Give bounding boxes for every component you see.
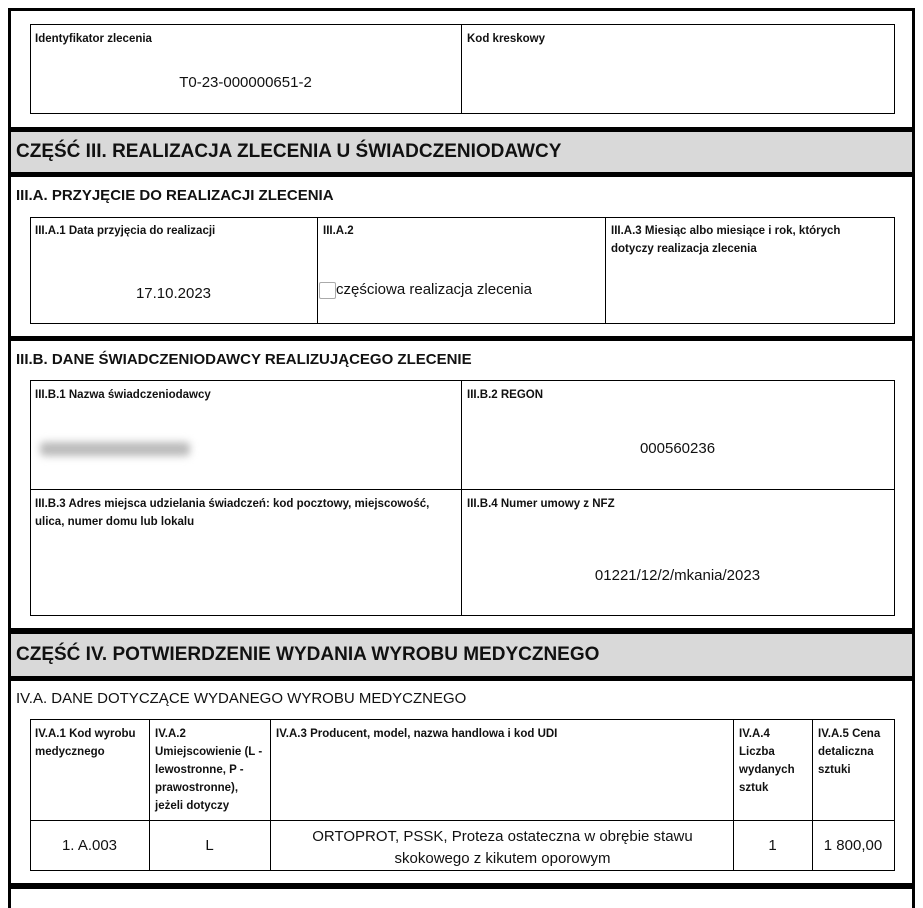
col-header-location: IV.A.2 Umiejscowienie (L - lewostronne, … (155, 728, 263, 812)
part3b-title: III.B. DANE ŚWIADCZENIODAWCY REALIZUJĄCE… (16, 351, 472, 368)
order-id-box (30, 24, 895, 114)
document-frame (8, 8, 915, 908)
a1-value: 17.10.2023 (135, 285, 212, 302)
col-header-code: IV.A.1 Kod wyrobu medycznego (35, 728, 136, 758)
part3-title: CZĘŚĆ III. REALIZACJA ZLECENIA U ŚWIADCZ… (11, 132, 912, 172)
device-table (30, 719, 895, 871)
row-quantity: 1 (768, 837, 777, 854)
part3b-table (30, 380, 895, 616)
partial-realization-label: częściowa realizacja zlecenia (336, 281, 532, 298)
barcode-label: Kod kreskowy (467, 33, 545, 45)
part4-title: CZĘŚĆ IV. POTWIERDZENIE WYDANIA WYROBU M… (11, 634, 912, 676)
a2-label: III.A.2 (323, 225, 354, 237)
part3a-table (30, 217, 895, 324)
b3-label: III.B.3 Adres miejsca udzielania świadcz… (35, 498, 430, 528)
order-id-label: Identyfikator zlecenia (35, 33, 152, 45)
col-header-quantity: IV.A.4 Liczba wydanych sztuk (739, 728, 795, 794)
partial-realization-checkbox-row[interactable]: częściowa realizacja zlecenia (319, 281, 532, 299)
part3a-title: III.A. PRZYJĘCIE DO REALIZACJI ZLECENIA (16, 187, 334, 204)
row-code: 1. A.003 (61, 837, 118, 854)
a3-label: III.A.3 Miesiąc albo miesiące i rok, któ… (611, 225, 841, 255)
col-header-price: IV.A.5 Cena detaliczna sztuki (818, 728, 881, 776)
col-header-producer: IV.A.3 Producent, model, nazwa handlowa … (276, 728, 558, 740)
b2-value: 000560236 (639, 440, 716, 457)
provider-name-redacted (40, 442, 190, 456)
row-producer: ORTOPROT, PSSK, Proteza ostateczna w obr… (312, 828, 693, 867)
b2-label: III.B.2 REGON (467, 389, 544, 401)
order-id-value: T0-23-000000651-2 (179, 74, 312, 91)
b1-label: III.B.1 Nazwa świadczeniodawcy (35, 389, 211, 401)
partial-realization-checkbox[interactable] (319, 281, 336, 299)
b4-value: 01221/12/2/mkania/2023 (594, 567, 761, 584)
b4-label: III.B.4 Numer umowy z NFZ (467, 498, 615, 510)
part4a-title: IV.A. DANE DOTYCZĄCE WYDANEGO WYROBU MED… (16, 690, 467, 707)
row-location: L (205, 837, 214, 854)
row-price: 1 800,00 (823, 837, 883, 854)
a1-label: III.A.1 Data przyjęcia do realizacji (35, 225, 216, 237)
